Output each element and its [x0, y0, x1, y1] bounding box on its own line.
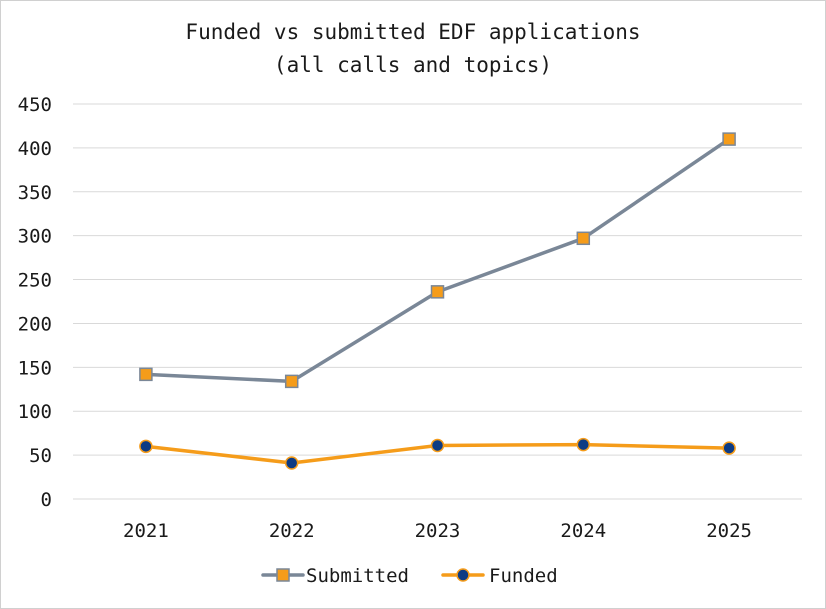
legend-marker-submitted [276, 568, 290, 582]
x-tick-label: 2023 [415, 520, 461, 542]
y-tick-label: 100 [18, 401, 52, 423]
point-submitted [430, 285, 445, 299]
point-submitted [139, 367, 153, 382]
y-tick-label: 350 [18, 182, 52, 204]
series-line-submitted [144, 137, 731, 384]
point-submitted [576, 231, 591, 246]
point-funded [139, 439, 153, 454]
point-funded [284, 456, 299, 470]
y-tick-label: 200 [18, 313, 52, 335]
gridlines [73, 103, 802, 500]
chart-title-line-2: (all calls and topics) [274, 53, 552, 77]
point-funded [430, 438, 445, 453]
x-axis-ticks: 2021 2022 2023 2024 2025 [123, 520, 752, 542]
legend-label-submitted: Submitted [306, 565, 409, 587]
legend: Submitted Funded [261, 565, 558, 587]
point-submitted [284, 374, 299, 389]
x-tick-label: 2024 [560, 520, 606, 542]
y-tick-label: 0 [41, 489, 52, 511]
point-submitted [722, 132, 736, 146]
y-axis-ticks: 0 50 100 150 200 250 300 350 400 450 [18, 94, 52, 511]
x-tick-label: 2025 [706, 520, 752, 542]
point-funded [722, 441, 736, 455]
chart-title-line-1: Funded vs submitted EDF applications [185, 20, 640, 44]
y-tick-label: 300 [18, 226, 52, 248]
x-tick-label: 2021 [123, 520, 169, 542]
point-funded [576, 437, 591, 452]
legend-marker-funded [456, 568, 470, 582]
y-tick-label: 150 [18, 357, 52, 379]
y-tick-label: 450 [18, 94, 52, 116]
x-tick-label: 2022 [269, 520, 315, 542]
series-layer [139, 132, 736, 470]
y-tick-label: 400 [18, 138, 52, 160]
y-tick-label: 250 [18, 270, 52, 292]
legend-label-funded: Funded [489, 565, 558, 587]
y-tick-label: 50 [29, 445, 52, 467]
